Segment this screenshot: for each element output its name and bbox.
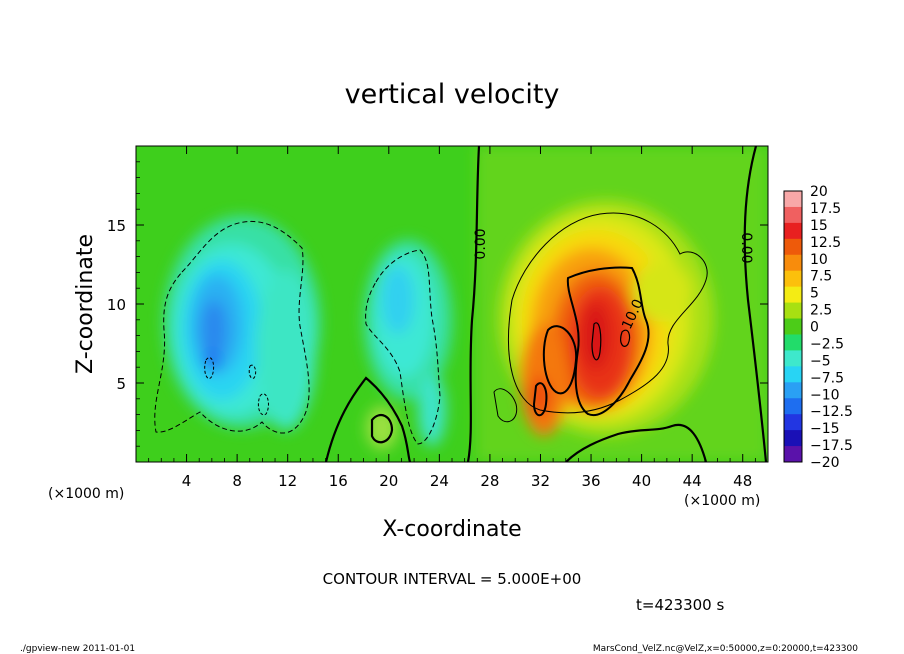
colorbar-label: 7.5 xyxy=(810,269,832,285)
footer-right: MarsCond_VelZ.nc@VelZ,x=0:50000,z=0:2000… xyxy=(593,644,858,654)
contour-lines xyxy=(154,146,768,462)
colorbar-swatch xyxy=(784,414,802,431)
x-axis-label: X-coordinate xyxy=(382,517,521,542)
zero-contour xyxy=(466,146,481,462)
x-tick-label: 20 xyxy=(379,472,398,490)
positive-contour xyxy=(620,329,631,347)
colorbar-swatch xyxy=(784,286,802,304)
colorbar-swatch xyxy=(784,191,802,208)
x-tick-label: 28 xyxy=(480,472,499,490)
y-axis-label: Z-coordinate xyxy=(73,234,98,374)
colorbar-swatch xyxy=(784,318,802,335)
x-tick-label: 40 xyxy=(632,472,651,490)
negative-contour xyxy=(248,364,257,379)
negative-contour xyxy=(365,249,441,445)
colorbar-label: 15 xyxy=(810,218,828,234)
colorbar-label: 17.5 xyxy=(810,201,841,217)
positive-contour xyxy=(493,388,518,423)
x-axis: 4 8 12 16 20 24 28 32 36 40 44 48 xyxy=(148,146,756,490)
colorbar-swatch xyxy=(784,382,802,399)
colorbar-swatch xyxy=(784,270,802,288)
colorbar-label: −15 xyxy=(810,421,840,437)
colorbar-swatch xyxy=(784,302,802,320)
colorbar-label: 5 xyxy=(810,286,819,302)
negative-contour xyxy=(154,220,310,434)
colorbar-swatch xyxy=(784,446,802,463)
colorbar-label: 0 xyxy=(810,320,819,336)
positive-contour xyxy=(532,382,548,417)
colorbar-label: −12.5 xyxy=(810,404,853,420)
negative-contour xyxy=(257,393,269,416)
chart-title: vertical velocity xyxy=(345,79,560,110)
time-label: t=423300 s xyxy=(636,596,724,614)
x-tick-label: 24 xyxy=(430,472,449,490)
colorbar-swatch xyxy=(784,222,802,240)
y-tick-label: 10 xyxy=(107,296,126,314)
zero-contour xyxy=(565,423,708,462)
contour-label-group: 0.00 xyxy=(738,232,754,263)
colorbar-swatch xyxy=(784,206,802,224)
x-tick-label: 8 xyxy=(232,472,242,490)
colorbar: 2017.51512.5107.552.50−2.5−5−7.5−10−12.5… xyxy=(783,184,853,471)
colorbar-label: −7.5 xyxy=(810,370,844,386)
colorbar-frame xyxy=(783,190,803,463)
colorbar-label: −17.5 xyxy=(810,438,853,454)
colorbar-swatch xyxy=(784,254,802,272)
colorbar-swatch xyxy=(784,430,802,447)
negative-contour xyxy=(204,357,215,380)
contour-label: 0.00 xyxy=(738,232,754,263)
y-tick-label: 5 xyxy=(116,375,126,393)
x-tick-label: 12 xyxy=(278,472,297,490)
positive-contour xyxy=(508,212,708,414)
contour-interval: CONTOUR INTERVAL = 5.000E+00 xyxy=(323,570,582,588)
positive-contour xyxy=(566,266,650,417)
x-tick-label: 48 xyxy=(733,472,752,490)
colorbar-swatch xyxy=(784,350,802,367)
x-tick-label: 16 xyxy=(329,472,348,490)
zero-contour xyxy=(324,376,412,462)
x-axis-unit-left: (×1000 m) xyxy=(48,486,124,502)
positive-contour xyxy=(542,325,578,395)
colorbar-label: −2.5 xyxy=(810,336,844,352)
footer-left: ./gpview-new 2011-01-01 xyxy=(20,644,135,654)
heatmap-field xyxy=(136,146,768,462)
colorbar-swatch xyxy=(784,334,802,351)
x-tick-label: 36 xyxy=(581,472,600,490)
x-axis-unit-right: (×1000 m) xyxy=(684,493,760,509)
contour-label-group: 0.00 xyxy=(473,228,489,259)
colorbar-label: 12.5 xyxy=(810,235,841,251)
x-tick-label: 32 xyxy=(531,472,550,490)
colorbar-label: 10 xyxy=(810,252,828,268)
y-axis: 5 10 15 xyxy=(107,161,768,447)
colorbar-swatch xyxy=(784,366,802,383)
zero-contour xyxy=(370,413,394,444)
colorbar-label: 20 xyxy=(810,184,828,200)
contour-label: 0.00 xyxy=(473,228,489,259)
x-tick-label: 44 xyxy=(683,472,702,490)
colorbar-swatch xyxy=(784,398,802,415)
positive-contour xyxy=(591,322,602,361)
colorbar-label: 2.5 xyxy=(810,303,832,319)
y-tick-label: 15 xyxy=(107,217,126,235)
colorbar-label: −20 xyxy=(810,455,840,471)
zero-contour xyxy=(743,146,768,462)
colorbar-swatch xyxy=(784,238,802,256)
colorbar-label: −10 xyxy=(810,387,840,403)
colorbar-label: −5 xyxy=(810,353,831,369)
x-tick-label: 4 xyxy=(182,472,192,490)
